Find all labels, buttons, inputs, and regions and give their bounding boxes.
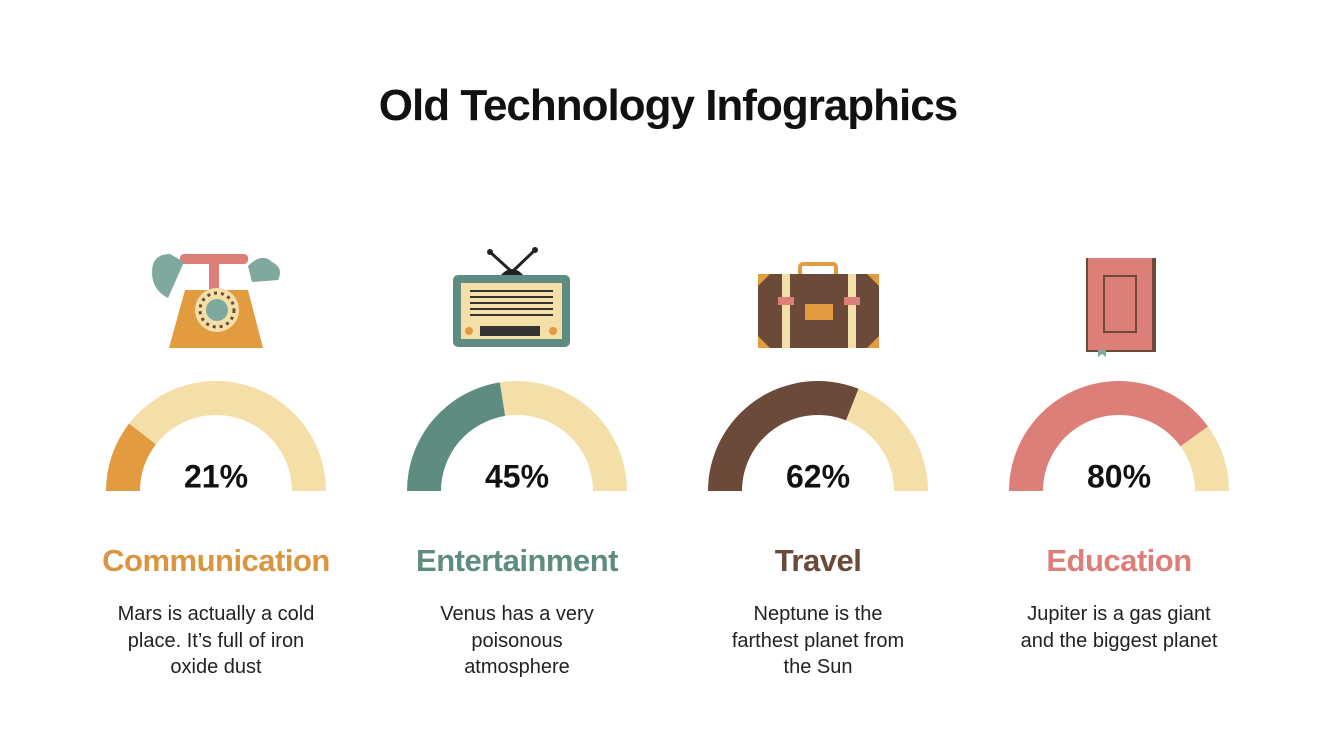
category-description: Jupiter is a gas giant and the biggest p… [1020, 603, 1218, 652]
gauge-fill [1009, 380, 1208, 491]
suitcase-icon [758, 262, 879, 348]
category-title: Education [1046, 543, 1191, 578]
category-title: Communication [102, 543, 330, 578]
gauge-value-label: 21% [184, 458, 248, 494]
category-description: Mars is actually a cold place. It’s full… [117, 603, 315, 678]
book-icon [1086, 258, 1156, 357]
gauge-fill [106, 423, 156, 491]
slide-title: Old Technology Infographics [379, 81, 957, 130]
gauge-value-label: 62% [786, 458, 850, 494]
gauge-value-label: 45% [485, 458, 549, 494]
radio-icon [453, 247, 570, 347]
telephone-icon [152, 254, 280, 348]
gauge-fill [708, 380, 859, 491]
category-title: Entertainment [416, 543, 618, 578]
category-description: Neptune is the farthest planet from the … [731, 603, 905, 678]
gauge-track [499, 381, 627, 491]
gauge-track [129, 380, 326, 491]
gauge-track [1180, 426, 1229, 491]
gauge-fill [407, 382, 506, 491]
gauge-track [845, 388, 928, 491]
gauge-value-label: 80% [1087, 458, 1151, 494]
category-description: Venus has a very poisonous atmosphere [440, 603, 594, 678]
category-title: Travel [775, 543, 862, 578]
